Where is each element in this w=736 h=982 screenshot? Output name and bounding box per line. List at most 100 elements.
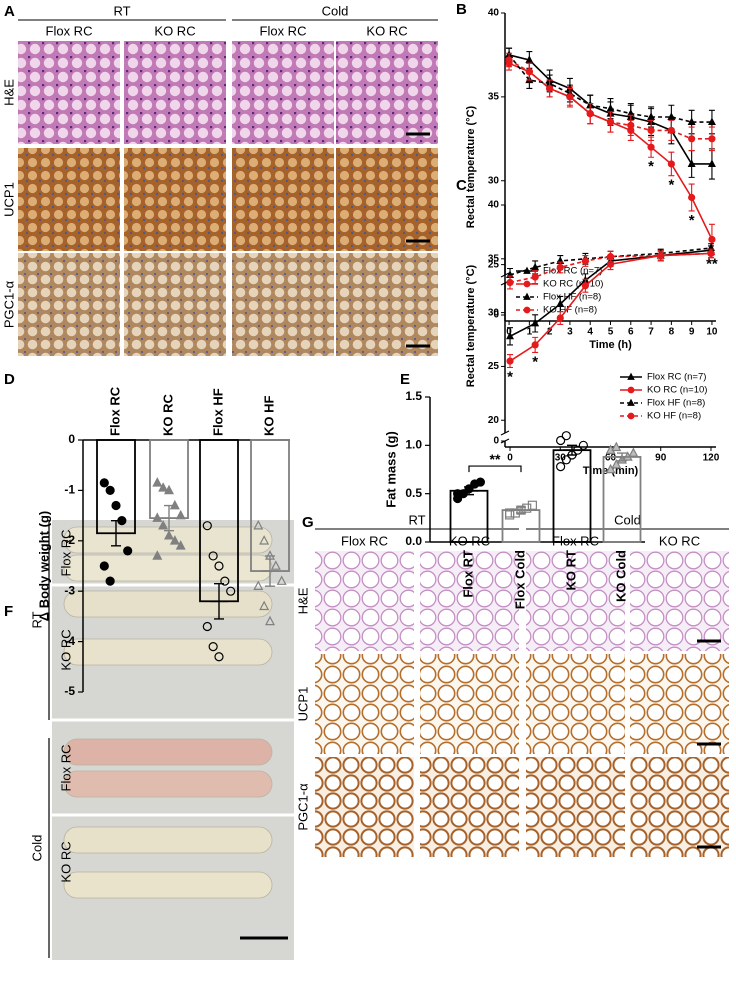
marker bbox=[657, 251, 665, 260]
column-label: Flox RC bbox=[341, 533, 388, 548]
x-tick-label: 3 bbox=[567, 327, 573, 338]
micrograph bbox=[420, 757, 519, 857]
marker bbox=[687, 117, 696, 126]
marker bbox=[647, 143, 655, 151]
x-tick-label: 2 bbox=[547, 327, 553, 338]
marker bbox=[531, 341, 539, 349]
error-bar bbox=[265, 555, 275, 587]
marker bbox=[111, 500, 121, 511]
fat-pad bbox=[63, 554, 273, 582]
marker bbox=[531, 318, 540, 327]
marker bbox=[523, 292, 531, 300]
marker bbox=[505, 508, 515, 518]
category-label: KO RT bbox=[563, 550, 578, 591]
marker bbox=[561, 455, 571, 465]
x-tick-label: 30 bbox=[555, 453, 567, 464]
marker bbox=[531, 273, 539, 281]
marker bbox=[707, 117, 716, 126]
bar bbox=[501, 509, 541, 543]
marker bbox=[259, 535, 270, 545]
micrograph bbox=[124, 148, 226, 251]
fat-pad bbox=[63, 871, 273, 899]
marker bbox=[214, 561, 224, 571]
error-bar bbox=[214, 582, 224, 620]
marker bbox=[556, 263, 564, 272]
marker bbox=[105, 576, 115, 586]
error-bar bbox=[111, 519, 121, 547]
fat-pad bbox=[63, 590, 273, 618]
marker bbox=[556, 299, 565, 308]
marker bbox=[164, 530, 174, 540]
legend-label: KO RC (n=10) bbox=[543, 279, 603, 290]
marker bbox=[556, 462, 566, 472]
marker bbox=[505, 510, 515, 520]
category-label: Flox Cold bbox=[512, 550, 527, 609]
marker bbox=[647, 112, 656, 120]
marker bbox=[606, 253, 615, 261]
micrograph bbox=[315, 654, 414, 754]
marker bbox=[158, 519, 169, 530]
x-axis-title: Time (h) bbox=[589, 339, 632, 351]
panel-letter: C bbox=[456, 177, 467, 194]
marker bbox=[687, 159, 696, 167]
y-axis-title: Rectal temperature (°C) bbox=[465, 264, 477, 387]
legend-label: Flox HF (n=8) bbox=[647, 398, 705, 409]
marker bbox=[226, 586, 236, 596]
column-label: Flox RC bbox=[260, 23, 307, 38]
group-label: Cold bbox=[29, 835, 44, 862]
group-label: RT bbox=[113, 3, 130, 18]
marker bbox=[453, 489, 463, 499]
significance: * bbox=[532, 353, 538, 370]
micrograph bbox=[124, 41, 226, 144]
marker bbox=[208, 551, 218, 561]
marker bbox=[627, 386, 635, 394]
x-tick-label: 120 bbox=[703, 453, 720, 464]
significance: * bbox=[668, 177, 674, 194]
panel-letter: A bbox=[4, 3, 15, 20]
axis-break bbox=[500, 430, 510, 436]
marker bbox=[99, 478, 109, 488]
micrograph bbox=[336, 41, 438, 144]
y-axis-title: Δ Body weight (g) bbox=[36, 511, 51, 621]
y-tick-label: -3 bbox=[64, 583, 75, 597]
y-tick-label: 0.0 bbox=[405, 534, 422, 548]
marker bbox=[556, 314, 564, 322]
marker bbox=[556, 435, 566, 446]
micrograph bbox=[420, 654, 519, 754]
y-tick-label: -5 bbox=[64, 684, 75, 698]
micrograph bbox=[526, 757, 625, 857]
marker bbox=[627, 121, 635, 129]
y-tick-label: 1.5 bbox=[405, 389, 422, 403]
marker bbox=[105, 485, 115, 495]
y-tick-label: 25 bbox=[488, 361, 500, 372]
marker bbox=[707, 249, 715, 258]
marker bbox=[175, 540, 186, 550]
marker bbox=[708, 135, 716, 143]
marker bbox=[506, 278, 514, 287]
micrograph bbox=[124, 253, 226, 356]
y-tick-label: -4 bbox=[64, 634, 75, 648]
micrograph bbox=[232, 253, 334, 356]
error-bar bbox=[164, 504, 174, 532]
marker bbox=[523, 280, 531, 288]
x-tick-label: 90 bbox=[655, 453, 667, 464]
micrograph bbox=[315, 551, 414, 651]
micrograph bbox=[18, 253, 120, 356]
legend-label: KO HF (n=8) bbox=[647, 411, 701, 422]
marker bbox=[688, 193, 696, 202]
column-label: KO RC bbox=[659, 533, 700, 548]
micrograph bbox=[232, 148, 334, 251]
x-tick-label: 8 bbox=[669, 327, 675, 338]
y-tick-label: 1.0 bbox=[405, 438, 422, 452]
micrograph bbox=[18, 148, 120, 251]
marker bbox=[627, 372, 635, 380]
fat-pad bbox=[63, 638, 273, 666]
column-label: KO RC bbox=[154, 23, 195, 38]
group-label: Cold bbox=[322, 3, 349, 18]
marker bbox=[522, 503, 532, 513]
marker bbox=[527, 500, 537, 510]
x-tick-label: 0 bbox=[507, 453, 513, 464]
marker bbox=[214, 652, 224, 662]
marker bbox=[99, 561, 109, 571]
category-label: KO RC bbox=[160, 394, 175, 437]
